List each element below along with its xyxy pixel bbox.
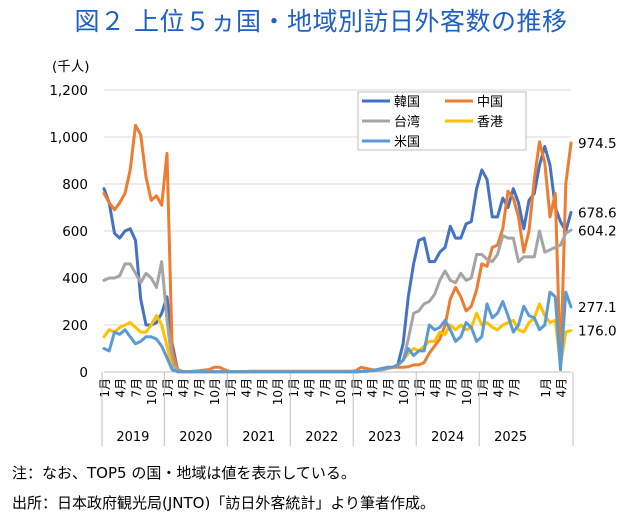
- year-label: 2020: [179, 430, 212, 445]
- x-tick-label: 1月: [413, 378, 427, 398]
- y-tick-label: 1,200: [49, 83, 88, 99]
- series-line: [102, 123, 573, 373]
- x-tick-label: 10月: [397, 378, 411, 405]
- x-tick-label: 10月: [271, 378, 285, 405]
- x-tick-label: 4月: [177, 378, 191, 398]
- legend-label: 台湾: [394, 114, 420, 130]
- x-tick-label: 4月: [366, 378, 380, 398]
- y-tick-label: 1,000: [49, 130, 88, 146]
- year-label: 2019: [116, 430, 149, 445]
- gridlines: [104, 89, 571, 326]
- x-tick-label: 4月: [303, 378, 317, 398]
- x-tick-label: 4月: [240, 378, 254, 398]
- legend-label: 米国: [394, 135, 420, 150]
- x-tick-label: 1月: [539, 378, 553, 398]
- x-tick-label: 7月: [381, 378, 395, 398]
- footnote: 注：なお、TOP5 の国・地域は値を表示している。: [12, 464, 356, 482]
- x-tick-label: 7月: [507, 378, 521, 398]
- x-tick-label: 10月: [460, 378, 474, 405]
- x-tick-label: 7月: [129, 378, 143, 398]
- year-label: 2025: [494, 430, 527, 445]
- x-tick-label: 7月: [255, 378, 269, 398]
- page-title: 図２ 上位５ヵ国・地域別訪日外客数の推移: [74, 7, 568, 36]
- end-value-label: 678.6: [578, 205, 617, 221]
- series-line: [102, 290, 573, 374]
- legend-label: 中国: [477, 95, 503, 110]
- end-labels: 974.5 678.6 604.2 277.1 176.0: [578, 136, 617, 340]
- y-tick-label: 0: [79, 365, 88, 381]
- y-unit-label: (千人): [52, 59, 90, 75]
- year-label: 2024: [431, 430, 464, 445]
- legend-label: 香港: [477, 115, 503, 130]
- x-tick-label: 1月: [224, 378, 238, 398]
- x-tick-label: 10月: [145, 378, 159, 405]
- year-label: 2022: [305, 430, 338, 445]
- end-value-label: 604.2: [578, 223, 617, 239]
- x-tick-label: 10月: [208, 378, 222, 405]
- legend-label: 韓国: [394, 95, 420, 110]
- end-value-label: 974.5: [578, 136, 617, 152]
- x-tick-label: 7月: [192, 378, 206, 398]
- series-line: [102, 144, 573, 374]
- year-label: 2023: [368, 430, 401, 445]
- x-tick-label: 1月: [161, 378, 175, 398]
- x-tick-label: 10月: [334, 378, 348, 405]
- end-value-label: 277.1: [578, 300, 617, 316]
- x-tick-label: 4月: [555, 378, 569, 398]
- x-tick-label: 1月: [98, 378, 112, 398]
- y-tick-label: 600: [62, 224, 88, 240]
- source-note: 出所：日本政府観光局(JNTO)「訪日外客統計」より筆者作成。: [12, 494, 436, 512]
- y-tick-label: 400: [62, 271, 88, 287]
- end-value-label: 176.0: [578, 324, 617, 340]
- x-tick-label: 7月: [444, 378, 458, 398]
- y-tick-label: 800: [62, 177, 88, 193]
- x-tick-label: 1月: [476, 378, 490, 398]
- x-tick-label: 1月: [350, 378, 364, 398]
- x-tick-label: 4月: [429, 378, 443, 398]
- x-tick-label: 1月: [287, 378, 301, 398]
- x-tick-label: 4月: [114, 378, 128, 398]
- x-tick-label: 7月: [318, 378, 332, 398]
- y-tick-label: 200: [62, 318, 88, 334]
- x-tick-label: 4月: [492, 378, 506, 398]
- year-label: 2021: [242, 430, 275, 445]
- series-lines: [102, 123, 573, 374]
